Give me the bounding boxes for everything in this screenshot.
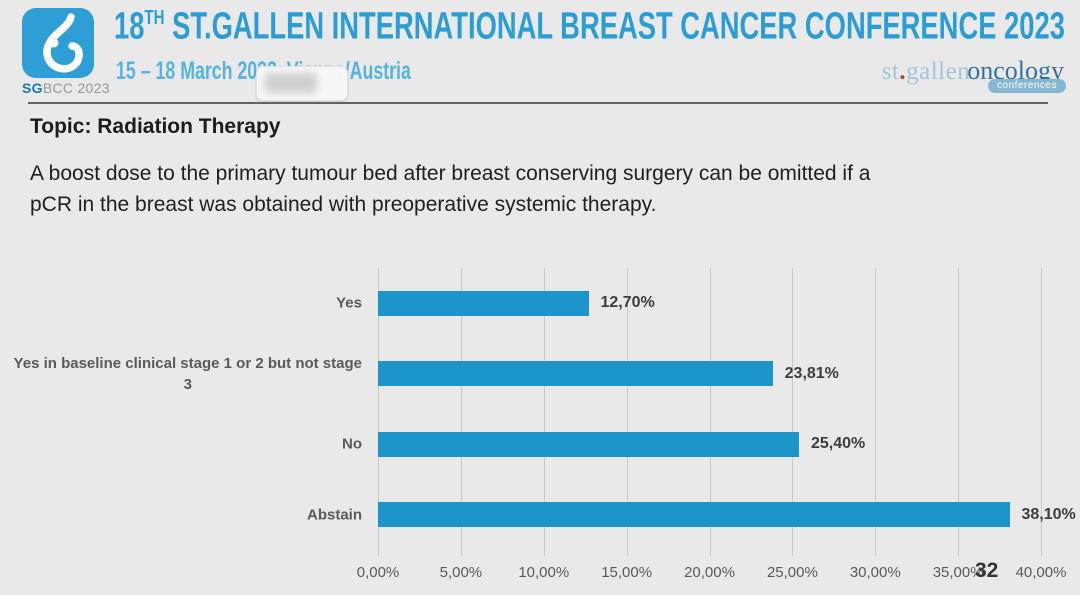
category-label: Yes in baseline clinical stage 1 or 2 bu… bbox=[13, 354, 362, 393]
stgallen-oncology-logo: st.gallenoncology conferences bbox=[881, 56, 1066, 93]
plot-area: 0,00% 5,00% 10,00% 15,00% 20,00% 25,00% 30,00%… bbox=[357, 268, 1076, 581]
x-tick-label: 40,00% bbox=[1015, 564, 1067, 581]
gridline bbox=[709, 268, 711, 556]
title-text: ST.GALLEN INTERNATIONAL BREAST CANCER CO… bbox=[164, 4, 1065, 48]
x-tick-label: 5,00% bbox=[439, 564, 483, 581]
gridline bbox=[378, 268, 379, 556]
x-tick-label: 35,00% bbox=[932, 564, 984, 581]
x-tick-label: 10,00% bbox=[518, 564, 570, 581]
value-label: 12,70% bbox=[600, 294, 655, 312]
logo-caption-rest: BCC 2023 bbox=[42, 80, 110, 96]
bar bbox=[378, 502, 1010, 528]
page-number: 32 bbox=[975, 559, 999, 582]
gridline bbox=[543, 268, 545, 556]
sgbcc-logo-caption: SGBCC 2023 bbox=[22, 80, 110, 96]
bar-chart: 0,00% 5,00% 10,00% 15,00% 20,00% 25,00% 30,00%… bbox=[0, 268, 1080, 595]
header-divider bbox=[28, 102, 1048, 104]
x-tick-label: 25,00% bbox=[766, 564, 818, 581]
gridline bbox=[958, 268, 960, 556]
gridline bbox=[875, 268, 877, 556]
value-label: 38,10% bbox=[1021, 505, 1076, 523]
brand-gallen: gallen bbox=[906, 58, 971, 85]
conference-title: 18TH ST.GALLEN INTERNATIONAL BREAST CANC… bbox=[114, 4, 1065, 48]
title-number: 18 bbox=[114, 4, 145, 48]
bar bbox=[378, 290, 589, 316]
sgbcc-logo bbox=[22, 8, 94, 78]
x-tick-label: 15,00% bbox=[601, 564, 653, 581]
bar bbox=[378, 431, 799, 457]
gridline bbox=[626, 268, 628, 556]
gridline bbox=[460, 268, 462, 556]
x-tick-label: 0,00% bbox=[356, 564, 400, 581]
gridline bbox=[1041, 268, 1042, 556]
blurred-overlay bbox=[256, 66, 348, 101]
gridline bbox=[792, 268, 794, 556]
blur-smudge bbox=[265, 73, 317, 93]
sgbcc-drop-icon bbox=[22, 13, 94, 82]
title-ordinal: TH bbox=[144, 6, 165, 30]
brand-conferences-badge: conferences bbox=[988, 79, 1066, 93]
value-label: 25,40% bbox=[811, 435, 866, 453]
bar bbox=[378, 361, 773, 387]
category-label: No bbox=[342, 435, 362, 453]
value-label: 23,81% bbox=[784, 364, 839, 382]
brand-st: st bbox=[881, 58, 900, 85]
brand-red-dot: . bbox=[899, 58, 907, 85]
category-label: Abstain bbox=[306, 506, 362, 524]
topic-heading: Topic: Radiation Therapy bbox=[30, 115, 281, 138]
x-tick-label: 20,00% bbox=[684, 564, 735, 581]
logo-caption-sg: SG bbox=[22, 80, 43, 96]
x-tick-label: 30,00% bbox=[849, 564, 901, 581]
category-label: Yes bbox=[336, 294, 362, 312]
question-text: A boost dose to the primary tumour bed a… bbox=[30, 162, 871, 216]
